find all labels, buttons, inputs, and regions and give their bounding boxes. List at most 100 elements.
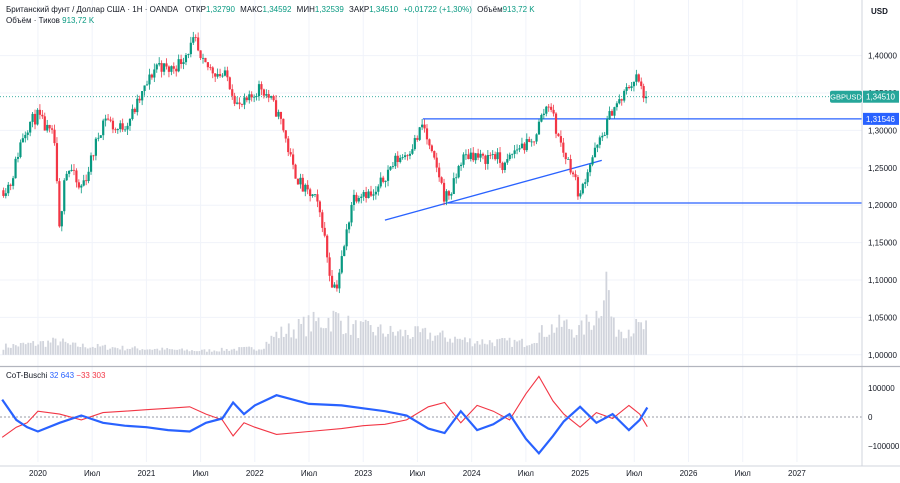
volume-bar [531,343,533,355]
candle-body [321,212,324,228]
candle-body [574,174,577,178]
volume-bar [292,329,295,355]
candle-body [620,99,623,101]
candle-body [46,124,49,131]
candle-body [632,81,636,87]
candle-body [87,171,90,182]
volume-bar [607,290,610,355]
candle-body [367,191,370,199]
volume-bar [188,351,191,355]
volume-bar [168,349,171,355]
candle-body [457,166,460,178]
candle-body [296,178,300,185]
candle-body [43,116,46,131]
volume-bar [580,320,583,355]
candle-body [581,183,584,194]
volume-bar [602,300,605,355]
candle-body [68,171,71,174]
candle-body [82,180,85,186]
volume-bar [129,349,131,355]
candle-body [591,157,594,165]
candle-body [158,63,161,65]
volume-bar [126,348,129,355]
price-tick-label: 1,20000 [868,201,897,210]
volume-bar [354,320,357,355]
drawn-lines[interactable] [0,96,862,221]
candle-body [459,164,463,167]
volume-bar [543,336,546,355]
volume-bar [109,348,112,355]
candle-body [245,97,248,101]
volume-bar [483,343,486,355]
candle-body [530,141,533,143]
candle-body [328,257,331,276]
candle-body [606,119,609,135]
volume-bar [511,346,513,355]
candle-body [513,150,516,154]
volume-bar [424,327,427,355]
candle-body [625,87,628,91]
volume-bar [99,346,102,355]
volume-bar [94,347,97,355]
volume-bar [528,345,531,355]
volume-bar [344,333,347,355]
candle-body [4,193,7,196]
candle-body [440,177,443,183]
volume-bar [573,337,576,355]
time-tick-label: 2026 [680,469,698,478]
candle-body [545,106,548,114]
cot-tick-label: −100000 [868,442,900,451]
volume-bar [183,350,186,355]
candle-body [462,154,465,165]
volume-bar [198,351,201,355]
volume-bar [387,333,389,355]
candle-body [313,194,317,196]
time-tick-label: 2027 [788,469,806,478]
volume-bar [228,350,231,355]
candle-body [477,153,480,158]
volume-bar [394,335,397,355]
volume-bar [471,346,474,355]
candle-body [177,59,180,72]
volume-bar [210,351,213,355]
candle-body [318,201,321,213]
candle-body [24,134,27,139]
candle-body [377,186,380,192]
symbol-badge [830,90,862,103]
volume-bar [143,349,146,355]
candle-body [333,284,336,288]
candle-body [160,63,163,72]
ohlc-low: МИН1,32539 [296,5,344,14]
volume-bar [201,349,203,355]
candle-body [416,138,419,140]
candle-body [14,158,17,179]
volume-bar [598,318,600,355]
volume-bar [642,329,645,355]
volume-bar [260,349,263,355]
volume-bar [349,334,352,355]
candle-body [537,121,541,135]
candle-body [97,137,100,139]
candle-body [413,138,416,150]
main-legend: Британский фунт / Доллар США · 1Н · OAND… [6,5,535,14]
price-tick-label: 1,05000 [868,313,897,322]
candle-body [80,185,83,188]
volume-bar [481,339,484,355]
candle-body [596,144,599,148]
volume-bar [327,317,330,355]
volume-bar [89,347,92,355]
candle-body [343,246,346,257]
candle-body [350,204,353,223]
candle-body [126,125,129,130]
candle-body [569,158,572,173]
volume-bar [47,340,49,355]
candle-body [29,121,32,133]
candle-body [311,194,314,197]
candle-body [240,104,244,105]
candle-body [89,155,93,172]
candle-body [260,84,263,90]
volume-bar [270,335,273,355]
volume-bar [37,344,40,355]
candle-body [187,54,190,56]
